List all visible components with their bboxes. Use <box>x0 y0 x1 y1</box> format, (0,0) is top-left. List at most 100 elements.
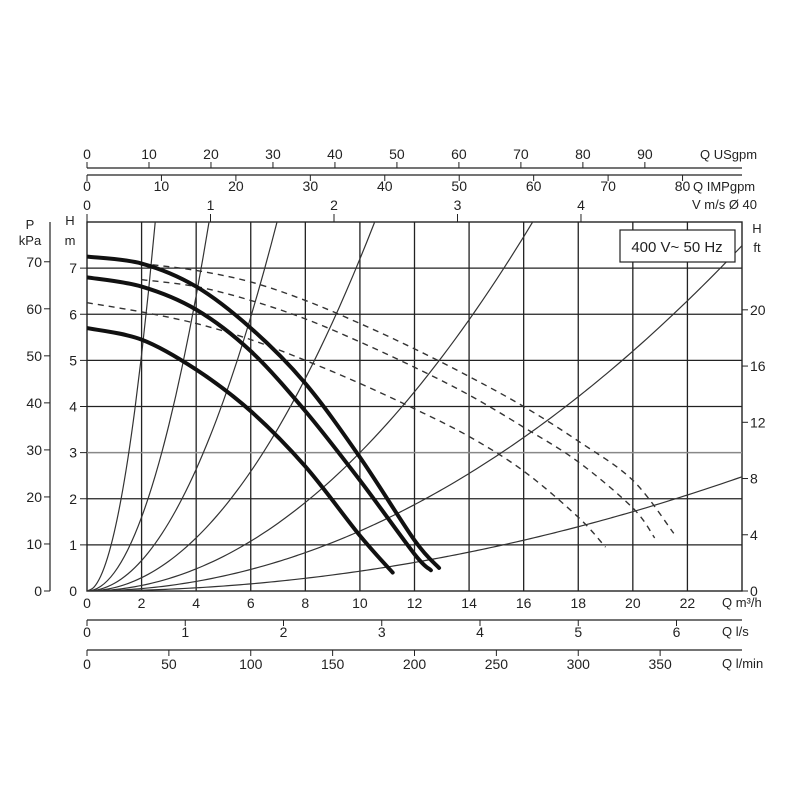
m3h-tick-label: 6 <box>247 595 255 611</box>
ft-axis-label: H <box>752 221 761 236</box>
kpa-tick-label: 50 <box>26 348 42 364</box>
m3h-tick-label: 20 <box>625 595 641 611</box>
m3h-tick-label: 22 <box>680 595 696 611</box>
m3h-axis-label: Q m³/h <box>722 595 762 610</box>
m3h-tick-label: 4 <box>192 595 200 611</box>
system-curve <box>87 222 376 591</box>
usgpm-tick-label: 80 <box>575 146 591 162</box>
m-tick-label: 7 <box>69 260 77 276</box>
usgpm-tick-label: 10 <box>141 146 157 162</box>
m-axis-label: H <box>65 213 74 228</box>
kpa-tick-label: 10 <box>26 536 42 552</box>
kpa-tick-label: 0 <box>34 583 42 599</box>
usgpm-tick-label: 90 <box>637 146 653 162</box>
m-tick-label: 5 <box>69 352 77 368</box>
usgpm-tick-label: 20 <box>203 146 219 162</box>
lmin-tick-label: 200 <box>403 656 427 672</box>
plot-area <box>86 221 743 592</box>
usgpm-tick-label: 60 <box>451 146 467 162</box>
impgpm-tick-label: 30 <box>303 178 319 194</box>
impgpm-tick-label: 80 <box>675 178 691 194</box>
velocity-tick-label: 1 <box>207 197 215 213</box>
lmin-tick-label: 50 <box>161 656 177 672</box>
m3h-tick-label: 10 <box>352 595 368 611</box>
ls-axis-label: Q l/s <box>722 624 749 639</box>
m3h-tick-label: 0 <box>83 595 91 611</box>
lmin-axis-label: Q l/min <box>722 656 763 671</box>
impgpm-tick-label: 0 <box>83 178 91 194</box>
pump-curve-low <box>87 326 395 575</box>
impgpm-tick-label: 60 <box>526 178 542 194</box>
system-curve <box>87 222 278 591</box>
m3h-tick-label: 18 <box>570 595 586 611</box>
lmin-tick-label: 250 <box>485 656 509 672</box>
ft-tick-label: 12 <box>750 414 766 430</box>
lmin-tick-label: 350 <box>648 656 672 672</box>
system-curve <box>87 245 742 591</box>
kpa-tick-label: 20 <box>26 489 42 505</box>
pump-curve-high <box>87 254 442 570</box>
ls-tick-label: 4 <box>476 624 484 640</box>
power-curve <box>141 278 656 539</box>
kpa-tick-label: 60 <box>26 301 42 317</box>
kpa-tick-label: 40 <box>26 395 42 411</box>
ls-tick-label: 1 <box>181 624 189 640</box>
velocity-tick-label: 2 <box>330 197 338 213</box>
bottom-axis-m3h: 0 2 4 6 8 10 12 14 16 18 20 22 Q m³/h <box>83 595 762 611</box>
usgpm-axis-label: Q USgpm <box>700 147 757 162</box>
left-axis-m: H m 0 1 2 3 4 5 6 7 <box>65 213 87 599</box>
lmin-tick-label: 0 <box>83 656 91 672</box>
impgpm-tick-label: 50 <box>451 178 467 194</box>
pump-curve-medium <box>87 275 433 573</box>
m-tick-label: 1 <box>69 537 77 553</box>
lmin-tick-label: 100 <box>239 656 263 672</box>
ft-tick-label: 16 <box>750 358 766 374</box>
lmin-tick-label: 300 <box>567 656 591 672</box>
usgpm-tick-label: 40 <box>327 146 343 162</box>
kpa-tick-label: 30 <box>26 442 42 458</box>
m-tick-label: 0 <box>69 583 77 599</box>
bottom-axis-ls: 0 1 2 3 4 5 6 Q l/s <box>83 619 749 640</box>
ls-tick-label: 0 <box>83 624 91 640</box>
top-axis-usgpm: 0 10 20 30 40 50 60 70 80 90 Q USgpm <box>83 146 757 169</box>
velocity-tick-label: 4 <box>577 197 585 213</box>
top-axis-velocity: 0 1 2 3 4 V m/s Ø 40 <box>83 197 757 222</box>
lmin-tick-label: 150 <box>321 656 345 672</box>
power-curve <box>141 262 675 534</box>
m3h-tick-label: 14 <box>461 595 477 611</box>
usgpm-tick-label: 0 <box>83 146 91 162</box>
voltage-annotation: 400 V~ 50 Hz <box>619 229 736 263</box>
power-curve <box>87 302 607 548</box>
ft-tick-label: 20 <box>750 302 766 318</box>
ft-tick-label: 4 <box>750 527 758 543</box>
system-curve <box>87 476 742 591</box>
left-axis-kpa: P kPa 0 10 20 30 40 50 60 70 <box>19 217 51 599</box>
impgpm-axis-label: Q IMPgpm <box>693 179 755 194</box>
ft-tick-label: 0 <box>750 583 758 599</box>
velocity-tick-label: 0 <box>83 197 91 213</box>
m3h-tick-label: 2 <box>138 595 146 611</box>
usgpm-tick-label: 70 <box>513 146 529 162</box>
m-tick-label: 6 <box>69 306 77 322</box>
velocity-axis-label: V m/s Ø 40 <box>692 197 757 212</box>
top-axis-impgpm: 0 10 20 30 40 50 60 70 80 Q IMPgpm <box>83 174 755 194</box>
usgpm-tick-label: 50 <box>389 146 405 162</box>
m3h-tick-label: 8 <box>301 595 309 611</box>
kpa-axis-label: P <box>26 217 35 232</box>
right-axis-ft: H ft 0 4 8 12 16 20 <box>742 221 766 599</box>
kpa-axis-unit: kPa <box>19 233 42 248</box>
ls-tick-label: 3 <box>378 624 386 640</box>
system-curve <box>87 222 156 591</box>
usgpm-tick-label: 30 <box>265 146 281 162</box>
impgpm-tick-label: 40 <box>377 178 393 194</box>
annotation-box <box>619 229 736 263</box>
ls-tick-label: 6 <box>673 624 681 640</box>
ls-tick-label: 2 <box>280 624 288 640</box>
ft-tick-label: 8 <box>750 471 758 487</box>
impgpm-tick-label: 10 <box>154 178 170 194</box>
impgpm-tick-label: 70 <box>600 178 616 194</box>
bottom-axis-lmin: 0 50 100 150 200 250 300 350 Q l/min <box>83 649 763 672</box>
velocity-tick-label: 3 <box>454 197 462 213</box>
system-curve <box>87 222 210 591</box>
